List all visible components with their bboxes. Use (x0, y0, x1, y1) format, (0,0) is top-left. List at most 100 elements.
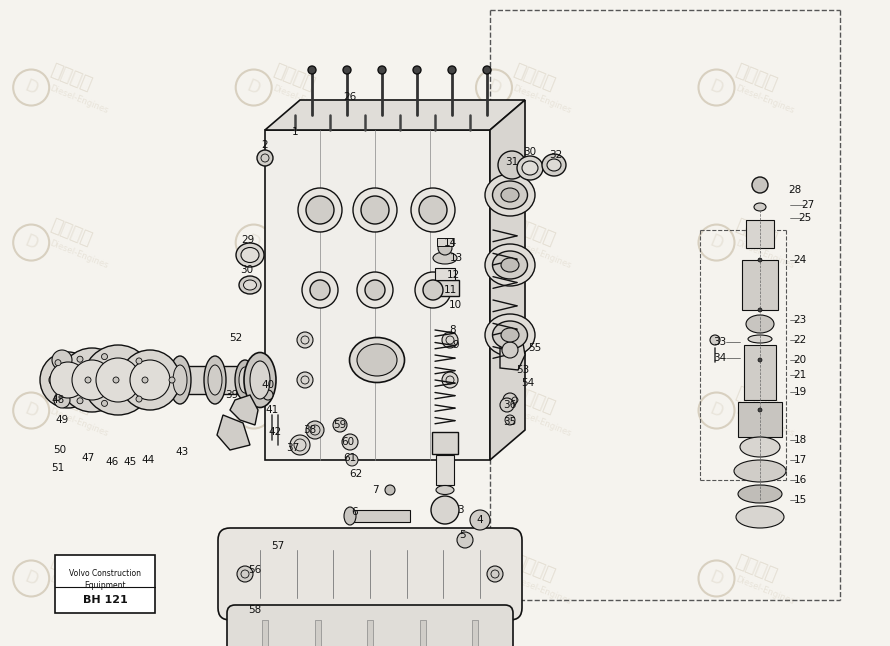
Circle shape (263, 390, 273, 400)
Ellipse shape (169, 356, 191, 404)
Text: D: D (22, 400, 41, 421)
Circle shape (40, 352, 96, 408)
Bar (746, 220, 774, 248)
Ellipse shape (239, 367, 251, 393)
Text: 62: 62 (350, 469, 362, 479)
Circle shape (52, 350, 72, 370)
Text: 58: 58 (248, 605, 262, 615)
Text: 46: 46 (105, 457, 118, 467)
Text: 柴发动力: 柴发动力 (271, 384, 317, 417)
Circle shape (297, 332, 313, 348)
Text: D: D (708, 400, 726, 421)
Bar (419, 620, 425, 646)
Text: 3: 3 (457, 505, 464, 515)
Circle shape (357, 272, 393, 308)
Text: 柴发动力: 柴发动力 (271, 61, 317, 94)
Circle shape (500, 398, 514, 412)
Text: 54: 54 (522, 378, 535, 388)
Circle shape (54, 392, 70, 408)
Circle shape (438, 241, 452, 255)
Text: Diesel-Engines: Diesel-Engines (49, 83, 109, 116)
Ellipse shape (492, 321, 528, 349)
Circle shape (758, 308, 762, 312)
Text: 23: 23 (793, 315, 806, 325)
Text: 8: 8 (449, 325, 457, 335)
Text: 49: 49 (55, 415, 69, 425)
Circle shape (710, 335, 720, 345)
Bar (350, 510, 410, 522)
Circle shape (85, 377, 91, 383)
Circle shape (72, 360, 112, 400)
Ellipse shape (748, 335, 772, 343)
Circle shape (96, 358, 140, 402)
Text: 柴发动力: 柴发动力 (511, 552, 557, 585)
Text: 柴发动力: 柴发动力 (733, 384, 780, 417)
Circle shape (346, 454, 358, 466)
Text: 20: 20 (794, 355, 806, 365)
Text: 27: 27 (801, 200, 814, 210)
Ellipse shape (74, 367, 86, 393)
Bar (742, 260, 778, 310)
Ellipse shape (244, 353, 276, 408)
Ellipse shape (501, 188, 519, 202)
Bar (432, 432, 458, 454)
Circle shape (136, 396, 142, 402)
Circle shape (442, 332, 458, 348)
Ellipse shape (492, 181, 528, 209)
Text: D: D (708, 232, 726, 253)
Circle shape (113, 377, 119, 383)
Text: D: D (245, 568, 263, 589)
Circle shape (169, 377, 175, 383)
Text: 48: 48 (52, 395, 65, 405)
Circle shape (130, 360, 170, 400)
Circle shape (502, 342, 518, 358)
Ellipse shape (250, 361, 270, 399)
Text: D: D (245, 77, 263, 98)
Text: 26: 26 (344, 92, 357, 102)
Text: Diesel-Engines: Diesel-Engines (734, 238, 795, 271)
Text: 41: 41 (265, 405, 279, 415)
Circle shape (302, 272, 338, 308)
Text: 柴发动力: 柴发动力 (48, 61, 94, 94)
Ellipse shape (740, 437, 780, 457)
Text: 55: 55 (529, 343, 542, 353)
Circle shape (365, 280, 385, 300)
Text: D: D (485, 400, 504, 421)
Circle shape (83, 345, 153, 415)
Ellipse shape (138, 365, 152, 395)
Text: 11: 11 (443, 285, 457, 295)
Circle shape (49, 374, 61, 386)
Circle shape (120, 350, 180, 410)
Text: 60: 60 (342, 437, 354, 447)
Text: 34: 34 (714, 353, 726, 363)
Text: D: D (22, 77, 41, 98)
Circle shape (503, 393, 517, 407)
Circle shape (448, 66, 456, 74)
Text: D: D (245, 232, 263, 253)
Circle shape (257, 150, 273, 166)
Bar (738, 402, 782, 437)
Ellipse shape (517, 156, 543, 180)
Bar (435, 268, 455, 280)
Ellipse shape (244, 280, 256, 290)
Circle shape (415, 272, 451, 308)
Text: 51: 51 (52, 463, 65, 473)
Text: 22: 22 (793, 335, 806, 345)
Text: 31: 31 (506, 157, 519, 167)
Text: 15: 15 (793, 495, 806, 505)
Text: Diesel-Engines: Diesel-Engines (271, 574, 332, 607)
Bar (55, 555, 155, 613)
Text: 61: 61 (344, 453, 357, 463)
Text: Diesel-Engines: Diesel-Engines (512, 83, 572, 116)
Text: 1: 1 (292, 127, 298, 137)
Circle shape (758, 358, 762, 362)
Circle shape (442, 372, 458, 388)
Text: Diesel-Engines: Diesel-Engines (734, 574, 795, 607)
Text: D: D (22, 232, 41, 253)
Polygon shape (265, 100, 525, 130)
Text: 5: 5 (458, 530, 465, 540)
Ellipse shape (173, 365, 187, 395)
Circle shape (500, 158, 514, 172)
Ellipse shape (55, 365, 71, 395)
Text: Diesel-Engines: Diesel-Engines (271, 83, 332, 116)
